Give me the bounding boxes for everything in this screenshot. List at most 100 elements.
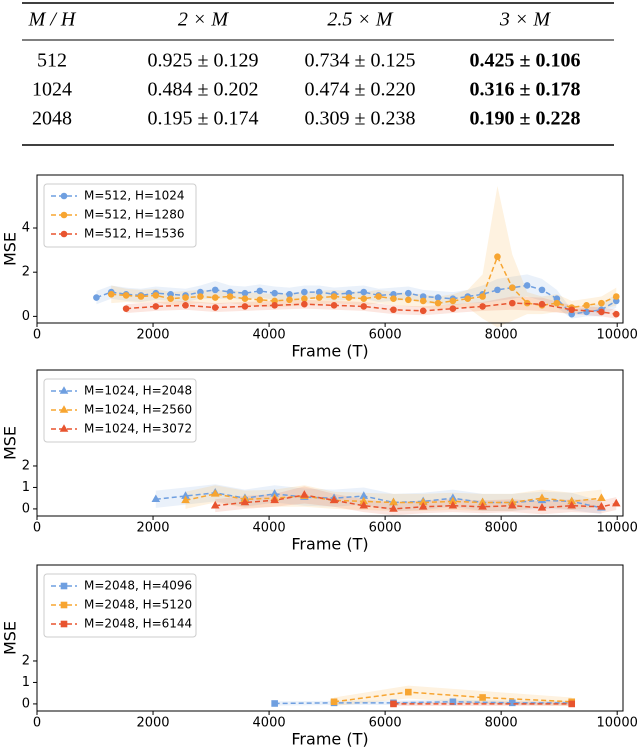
y-tick-label: 4 [22,221,30,236]
data-point [211,286,219,294]
data-point [419,307,427,315]
data-point [434,299,442,307]
x-tick-label: 6000 [369,716,402,731]
data-point [210,489,220,497]
x-tick-label: 8000 [485,328,518,343]
data-point [167,295,174,303]
data-point [329,495,339,504]
data-point [359,491,369,499]
legend-label: M=2048, H=5120 [84,598,192,612]
legend-marker [59,405,69,413]
error-band [111,186,617,328]
series-line [155,492,602,509]
table-header-cell: M / H [28,9,77,31]
data-point [181,491,190,499]
data-point [211,304,219,311]
data-point [449,297,457,305]
legend-label: M=2048, H=4096 [84,579,192,593]
table-cell: 1024 [32,79,72,101]
x-axis-label: Frame (T) [291,342,368,361]
x-tick-label: 8000 [485,716,518,731]
x-tick-label: 10000 [597,521,638,536]
data-point [464,295,472,303]
x-tick-label: 4000 [253,328,286,343]
table-cell: 0.425 ± 0.106 [470,50,581,72]
data-point [375,293,382,300]
x-tick-label: 2000 [136,328,169,343]
plot-frame [36,174,624,324]
data-point [330,698,338,706]
data-point [300,490,309,498]
y-axis-label: MSE [1,621,20,655]
x-tick-label: 0 [33,521,41,536]
x-tick-label: 4000 [253,521,286,536]
table-cell: 512 [37,50,67,72]
data-point [301,288,308,296]
legend-marker [60,582,68,590]
legend-label: M=512, H=1536 [84,227,185,241]
data-point [390,295,397,303]
legend-marker [60,230,68,238]
data-point [226,293,234,300]
x-tick-label: 0 [33,716,41,731]
data-point [182,294,189,301]
data-point [360,303,368,310]
data-point [241,295,249,303]
y-tick-label: 0 [22,309,30,324]
data-point [538,300,546,308]
data-point [478,501,487,510]
data-point [567,500,577,509]
data-point [270,495,279,504]
legend-label: M=1024, H=2560 [84,403,192,417]
data-point [597,501,606,510]
table-cell: 0.190 ± 0.228 [470,108,581,130]
data-point [611,498,621,507]
data-point [330,302,338,309]
data-point [182,302,189,309]
x-tick-label: 6000 [369,521,402,536]
data-point [241,303,249,310]
data-point [583,308,590,316]
data-point [494,286,501,294]
data-point [567,496,577,505]
data-point [359,500,369,509]
data-point [508,299,516,307]
y-tick-label: 2 [22,458,30,473]
data-point [390,700,397,708]
x-tick-label: 10000 [597,328,638,343]
data-point [301,295,308,303]
data-point [181,495,190,504]
data-point [330,293,338,300]
data-point [419,297,427,305]
series-line [274,701,572,705]
data-point [405,289,412,297]
data-point [241,289,249,297]
legend-label: M=1024, H=2048 [84,384,192,398]
legend-label: M=1024, H=3072 [84,422,192,436]
data-point [210,500,220,509]
y-axis-label: MSE [1,426,20,460]
data-point [434,294,442,301]
table-cell: 0.484 ± 0.202 [148,79,259,101]
data-point [271,700,278,707]
x-tick-label: 2000 [136,716,169,731]
data-point [568,700,576,708]
series-line [333,691,572,703]
y-tick-label: 2 [22,265,30,280]
legend-marker [60,211,68,219]
data-point [152,303,160,310]
data-point [612,293,620,300]
data-point [478,497,487,506]
plot-frame [36,369,624,517]
y-tick-label: 1 [22,675,30,690]
data-point [286,290,293,298]
data-point [270,489,279,497]
data-point [538,286,546,294]
data-point [405,296,412,304]
data-point [256,296,264,304]
data-point [598,308,605,316]
legend-box [43,378,197,443]
data-point [315,294,323,301]
data-point [508,699,516,707]
